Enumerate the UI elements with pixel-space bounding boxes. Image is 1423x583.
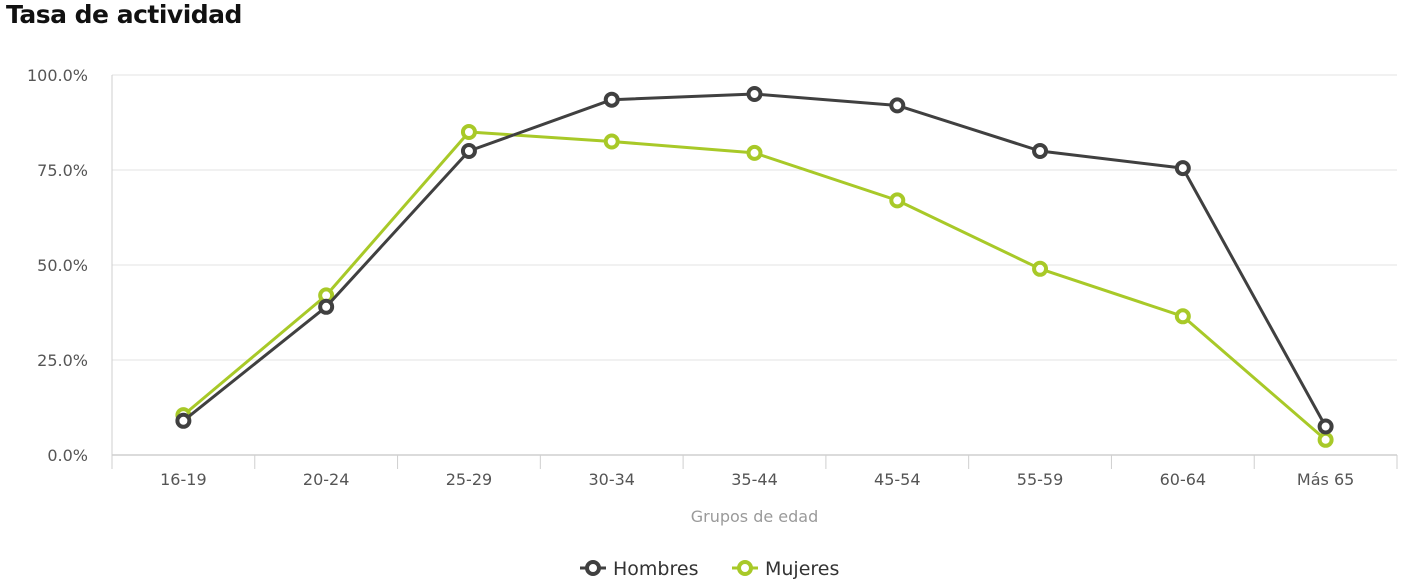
- axes: [111, 75, 1397, 456]
- y-tick-label: 50.0%: [37, 256, 88, 275]
- data-point[interactable]: [603, 91, 620, 108]
- y-axis-ticks: 0.0% 25.0% 50.0% 75.0% 100.0%: [27, 66, 88, 465]
- data-point[interactable]: [889, 192, 906, 209]
- data-point[interactable]: [460, 143, 477, 159]
- data-point[interactable]: [1032, 143, 1049, 159]
- legend-marker-icon: [585, 560, 601, 576]
- x-tick-label: 35-44: [731, 470, 778, 489]
- legend[interactable]: Hombres Mujeres: [580, 558, 839, 580]
- legend-item-hombres[interactable]: Hombres: [580, 558, 698, 580]
- data-point[interactable]: [1317, 418, 1334, 435]
- x-tick-label: 25-29: [446, 470, 493, 489]
- data-point[interactable]: [318, 298, 335, 315]
- data-point[interactable]: [603, 133, 620, 150]
- legend-item-mujeres[interactable]: Mujeres: [732, 558, 839, 580]
- data-point[interactable]: [1174, 160, 1191, 177]
- chart-title: Tasa de actividad: [6, 0, 242, 29]
- data-point[interactable]: [1174, 308, 1191, 325]
- x-axis-ticks: 16-19 20-24 25-29 30-34 35-44 45-54 55-59 60-64…: [111, 455, 1398, 489]
- series-mujeres: [175, 124, 1334, 448]
- x-tick-label: 55-59: [1017, 470, 1064, 489]
- legend-label: Hombres: [613, 558, 698, 580]
- x-tick-label: Más 65: [1297, 470, 1354, 489]
- x-tick-label: 20-24: [303, 470, 350, 489]
- data-point[interactable]: [746, 144, 763, 161]
- series-line: [182, 130, 1327, 441]
- x-tick-label: 60-64: [1160, 470, 1207, 489]
- data-point[interactable]: [746, 86, 763, 102]
- gridlines: [112, 74, 1397, 361]
- data-point[interactable]: [1317, 431, 1334, 448]
- x-tick-label: 45-54: [874, 470, 921, 489]
- x-tick-label: 30-34: [588, 470, 635, 489]
- data-point[interactable]: [460, 124, 477, 140]
- legend-marker-icon: [737, 560, 753, 576]
- data-point[interactable]: [175, 412, 192, 429]
- x-tick-label: 16-19: [160, 470, 207, 489]
- data-point[interactable]: [1032, 260, 1049, 277]
- series-group: [175, 86, 1334, 448]
- series-hombres: [175, 86, 1334, 435]
- series-line: [182, 92, 1327, 428]
- y-tick-label: 25.0%: [37, 351, 88, 370]
- y-tick-label: 75.0%: [37, 161, 88, 180]
- y-tick-label: 100.0%: [27, 66, 88, 85]
- legend-label: Mujeres: [765, 558, 839, 580]
- data-point[interactable]: [889, 97, 906, 114]
- y-tick-label: 0.0%: [47, 446, 88, 465]
- x-axis-title: Grupos de edad: [691, 507, 819, 526]
